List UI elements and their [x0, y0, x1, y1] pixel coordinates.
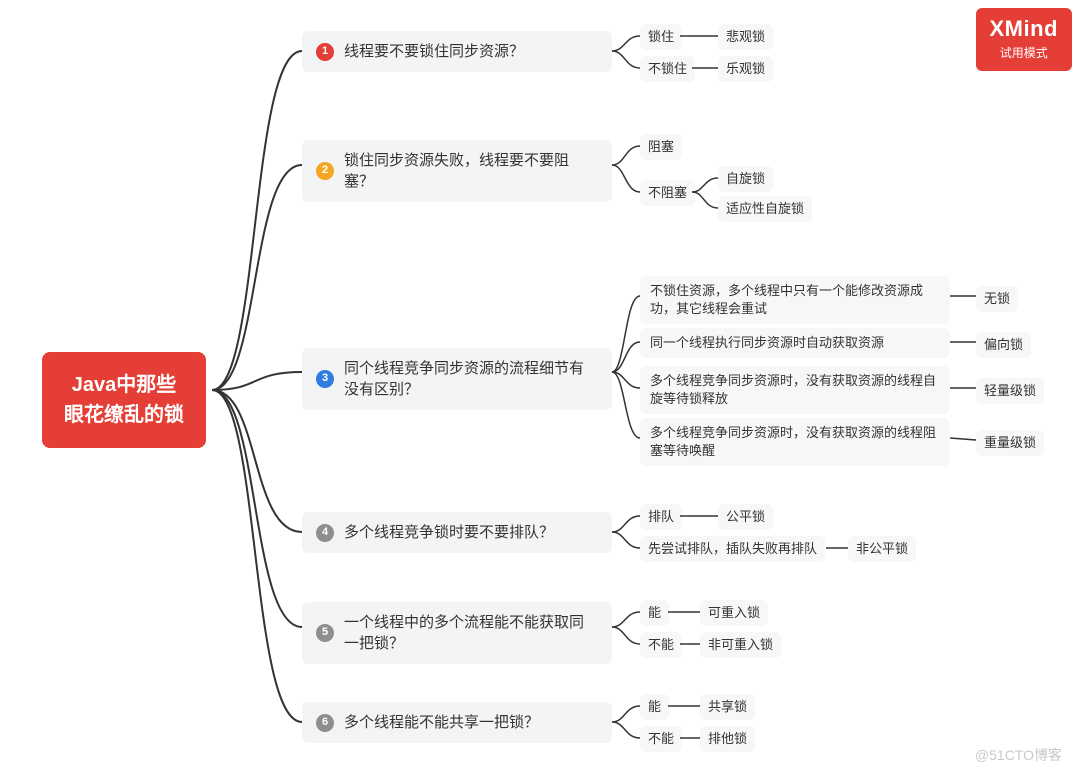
q3-d2[interactable]: 同一个线程执行同步资源时自动获取资源: [640, 328, 950, 358]
q1-text: 线程要不要锁住同步资源？: [344, 41, 524, 62]
root-line2: 眼花缭乱的锁: [64, 400, 184, 430]
q5-a1[interactable]: 能: [640, 600, 669, 626]
q1-node[interactable]: 1 线程要不要锁住同步资源？: [302, 31, 612, 72]
q4-r1[interactable]: 公平锁: [718, 504, 773, 530]
badge-brand: XMind: [990, 16, 1059, 42]
num-3: 3: [316, 370, 334, 388]
q6-a1[interactable]: 能: [640, 694, 669, 720]
num-6: 6: [316, 714, 334, 732]
footer-watermark: @51CTO博客: [975, 745, 1062, 765]
q5-node[interactable]: 5 一个线程中的多个流程能不能获取同一把锁？: [302, 602, 612, 664]
num-5: 5: [316, 624, 334, 642]
xmind-badge: XMind 试用模式: [976, 8, 1073, 71]
q6-node[interactable]: 6 多个线程能不能共享一把锁？: [302, 702, 612, 743]
q6-r2[interactable]: 排他锁: [700, 726, 755, 752]
q5-r2[interactable]: 非可重入锁: [700, 632, 781, 658]
q3-node[interactable]: 3 同个线程竞争同步资源的流程细节有没有区别？: [302, 348, 612, 410]
q4-r2[interactable]: 非公平锁: [848, 536, 916, 562]
q2-r2b[interactable]: 适应性自旋锁: [718, 196, 812, 222]
q2-text: 锁住同步资源失败，线程要不要阻塞？: [344, 150, 598, 192]
q5-r1[interactable]: 可重入锁: [700, 600, 768, 626]
q2-a1[interactable]: 阻塞: [640, 134, 682, 160]
root-node[interactable]: Java中那些 眼花缭乱的锁: [42, 352, 206, 448]
q1-r1[interactable]: 悲观锁: [718, 24, 773, 50]
q5-a2[interactable]: 不能: [640, 632, 682, 658]
q3-r4[interactable]: 重量级锁: [976, 430, 1044, 456]
q2-r2a[interactable]: 自旋锁: [718, 166, 773, 192]
q3-text: 同个线程竞争同步资源的流程细节有没有区别？: [344, 358, 598, 400]
q3-r3[interactable]: 轻量级锁: [976, 378, 1044, 404]
root-line1: Java中那些: [64, 370, 184, 400]
q3-r2[interactable]: 偏向锁: [976, 332, 1031, 358]
q5-text: 一个线程中的多个流程能不能获取同一把锁？: [344, 612, 598, 654]
q3-d3[interactable]: 多个线程竞争同步资源时，没有获取资源的线程自旋等待锁释放: [640, 366, 950, 414]
q2-a2[interactable]: 不阻塞: [640, 180, 695, 206]
q1-a1[interactable]: 锁住: [640, 24, 682, 50]
q2-node[interactable]: 2 锁住同步资源失败，线程要不要阻塞？: [302, 140, 612, 202]
q3-r1[interactable]: 无锁: [976, 286, 1018, 312]
q3-d4[interactable]: 多个线程竞争同步资源时，没有获取资源的线程阻塞等待唤醒: [640, 418, 950, 466]
q4-a1[interactable]: 排队: [640, 504, 682, 530]
q6-text: 多个线程能不能共享一把锁？: [344, 712, 539, 733]
q4-text: 多个线程竞争锁时要不要排队？: [344, 522, 554, 543]
num-2: 2: [316, 162, 334, 180]
badge-mode: 试用模式: [990, 44, 1059, 61]
q1-a2[interactable]: 不锁住: [640, 56, 695, 82]
q6-a2[interactable]: 不能: [640, 726, 682, 752]
q3-d1[interactable]: 不锁住资源，多个线程中只有一个能修改资源成功，其它线程会重试: [640, 276, 950, 324]
num-1: 1: [316, 43, 334, 61]
q6-r1[interactable]: 共享锁: [700, 694, 755, 720]
q4-node[interactable]: 4 多个线程竞争锁时要不要排队？: [302, 512, 612, 553]
num-4: 4: [316, 524, 334, 542]
q4-a2[interactable]: 先尝试排队，插队失败再排队: [640, 536, 825, 562]
q1-r2[interactable]: 乐观锁: [718, 56, 773, 82]
